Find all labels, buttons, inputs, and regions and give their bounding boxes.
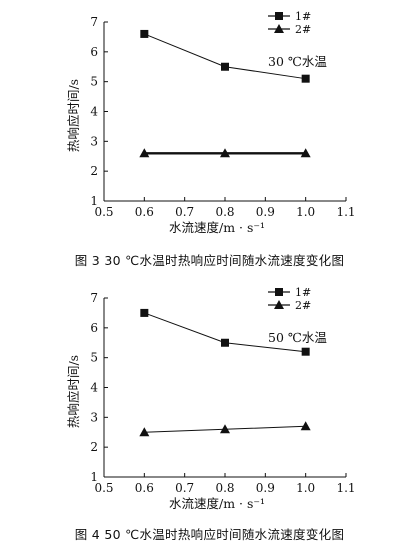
fig3-y-tick-label: 7 bbox=[90, 15, 98, 29]
fig3-legend-label: 2# bbox=[295, 23, 311, 36]
fig4-x-tick-label: 0.7 bbox=[175, 481, 194, 495]
fig3-series-1-point bbox=[221, 62, 229, 71]
chart-fig4: 1 2 3 4 5 6 7 0.5 0.6 0.7 0.8 0.9 1.0 1.1 水流速度/m · s⁻¹… bbox=[0, 276, 419, 547]
figure-caption-fig4: 图 4 50 ℃水温时热响应时间随水流速度变化图 bbox=[74, 527, 345, 542]
fig4-series-2-point bbox=[139, 427, 150, 437]
fig3-x-tick-label: 1.0 bbox=[296, 205, 315, 219]
fig4-series-1-point bbox=[221, 338, 229, 347]
chart-fig3-plot: 1 2 3 4 5 6 7 0.5 0.6 0.7 0.8 0.9 1.0 1.1 水流速度/m · s⁻¹… bbox=[66, 10, 356, 235]
fig4-y-tick-label: 2 bbox=[90, 440, 98, 454]
fig4-y-tick-label: 1 bbox=[90, 470, 98, 484]
fig4-legend-marker bbox=[275, 288, 283, 296]
fig4-x-tick-label: 0.9 bbox=[256, 481, 275, 495]
fig3-x-tick-label: 1.1 bbox=[336, 205, 355, 219]
fig4-series-2-point bbox=[300, 421, 311, 431]
chart-fig3: 1 2 3 4 5 6 7 0.5 0.6 0.7 0.8 0.9 1.0 1.1 水流速度/m · s⁻¹… bbox=[0, 0, 419, 272]
fig4-legend-marker bbox=[274, 300, 284, 309]
fig3-series-2-point bbox=[300, 148, 311, 158]
fig4-x-tick-label: 1.1 bbox=[336, 481, 355, 495]
fig3-series-1-point bbox=[140, 29, 149, 38]
fig3-y-tick-label: 5 bbox=[90, 75, 98, 89]
fig3-y-tick-label: 4 bbox=[90, 105, 98, 119]
fig4-x-tick-label: 0.8 bbox=[215, 481, 234, 495]
fig4-x-tick-label: 0.5 bbox=[94, 481, 113, 495]
fig3-annotation: 30 ℃水温 bbox=[268, 54, 327, 69]
fig4-y-tick-label: 5 bbox=[90, 351, 98, 365]
fig4-y-tick-label: 6 bbox=[90, 321, 98, 335]
fig3-x-tick-label: 0.8 bbox=[215, 205, 234, 219]
fig4-y-axis-label: 热响应时间/s bbox=[66, 355, 81, 428]
fig3-y-tick-label: 6 bbox=[90, 45, 98, 59]
fig4-series-1-point bbox=[140, 308, 149, 317]
fig4-annotation: 50 ℃水温 bbox=[268, 330, 327, 345]
fig3-series-1-point bbox=[301, 74, 310, 83]
fig3-series-2-point bbox=[220, 148, 230, 158]
fig3-y-tick-label: 2 bbox=[90, 164, 98, 178]
fig4-x-tick-label: 1.0 bbox=[296, 481, 315, 495]
fig3-legend-label: 1# bbox=[295, 10, 311, 23]
fig4-series-1-point bbox=[301, 347, 310, 356]
figure-caption-fig3: 图 3 30 ℃水温时热响应时间随水流速度变化图 bbox=[74, 253, 345, 268]
fig3-legend-marker bbox=[275, 12, 283, 20]
fig3-x-tick-label: 0.7 bbox=[175, 205, 194, 219]
fig3-x-axis-label: 水流速度/m · s⁻¹ bbox=[169, 220, 265, 235]
fig3-x-tick-label: 0.5 bbox=[94, 205, 113, 219]
fig3-legend-marker bbox=[274, 24, 284, 33]
fig4-legend-label: 1# bbox=[295, 286, 311, 299]
chart-fig4-plot: 1 2 3 4 5 6 7 0.5 0.6 0.7 0.8 0.9 1.0 1.1 水流速度/m · s⁻¹… bbox=[66, 286, 356, 511]
fig4-x-tick-label: 0.6 bbox=[135, 481, 154, 495]
fig4-x-axis-label: 水流速度/m · s⁻¹ bbox=[169, 496, 265, 511]
fig4-y-tick-label: 4 bbox=[90, 381, 98, 395]
fig4-legend-label: 2# bbox=[295, 299, 311, 312]
fig3-x-tick-label: 0.6 bbox=[135, 205, 154, 219]
fig4-y-tick-label: 3 bbox=[90, 410, 98, 424]
fig3-y-tick-label: 3 bbox=[90, 134, 98, 148]
fig3-series-2-point bbox=[139, 148, 150, 158]
fig4-series-2-point bbox=[220, 424, 230, 434]
fig3-y-tick-label: 1 bbox=[90, 194, 98, 208]
fig3-x-tick-label: 0.9 bbox=[256, 205, 275, 219]
fig4-y-tick-label: 7 bbox=[90, 291, 98, 305]
fig3-y-axis-label: 热响应时间/s bbox=[66, 79, 81, 152]
